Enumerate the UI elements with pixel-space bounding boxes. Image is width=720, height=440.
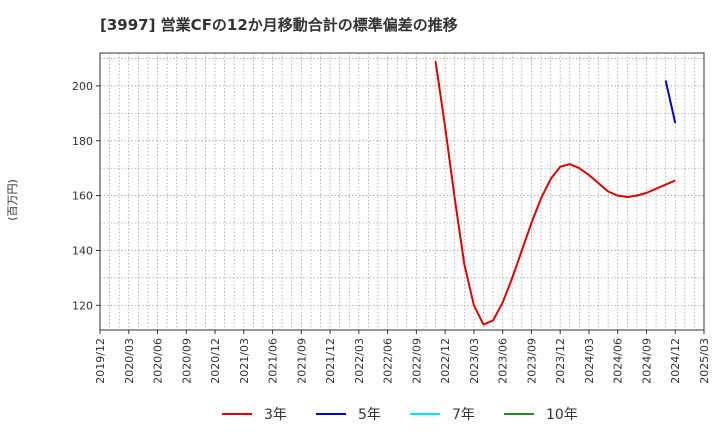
y-tick-label: 140 (72, 244, 93, 257)
y-axis-label: (百万円) (6, 179, 19, 221)
legend-label-4: 10年 (546, 407, 578, 423)
x-tick-label: 2024/12 (669, 338, 682, 384)
y-tick-label: 160 (72, 190, 93, 203)
x-tick-label: 2019/12 (94, 338, 107, 384)
x-tick-label: 2023/09 (525, 338, 538, 384)
x-tick-label: 2022/12 (439, 338, 452, 384)
series-layer (434, 61, 677, 326)
x-tick-label: 2021/03 (238, 338, 251, 384)
x-tick-label: 2020/06 (152, 338, 165, 384)
grid (100, 53, 704, 330)
plot-area (99, 52, 705, 331)
x-tick-label: 2021/12 (324, 338, 337, 384)
x-tick-label: 2022/06 (382, 338, 395, 384)
x-tick-label: 2022/09 (410, 338, 423, 384)
legend-label-1: 3年 (264, 407, 287, 423)
x-tick-label: 2022/03 (353, 338, 366, 384)
legend-label-3: 7年 (452, 407, 475, 423)
series-line-2 (664, 80, 677, 124)
x-axis: 2019/12 2020/03 2020/06 2020/09 2020/12 2021/… (94, 330, 711, 384)
x-tick-label: 2024/09 (640, 338, 653, 384)
y-axis: 120 140 160 180 200 (72, 80, 100, 312)
x-tick-label: 2023/03 (468, 338, 481, 384)
y-tick-label: 200 (72, 80, 93, 93)
x-tick-label: 2020/09 (180, 338, 193, 384)
chart-title: [3997] 営業CFの12か月移動合計の標準偏差の推移 (100, 16, 458, 34)
x-tick-label: 2020/12 (209, 338, 222, 384)
x-tick-label: 2023/06 (497, 338, 510, 384)
legend: 3年 5年 7年 10年 (222, 407, 578, 423)
legend-label-2: 5年 (358, 407, 381, 423)
x-tick-label: 2020/03 (123, 338, 136, 384)
x-tick-label: 2024/06 (612, 338, 625, 384)
y-tick-label: 120 (72, 299, 93, 312)
x-tick-label: 2021/06 (267, 338, 280, 384)
series-line-1 (434, 61, 676, 326)
x-tick-label: 2025/03 (698, 338, 711, 384)
x-tick-label: 2021/09 (295, 338, 308, 384)
y-tick-label: 180 (72, 135, 93, 148)
x-tick-label: 2024/03 (583, 338, 596, 384)
x-tick-label: 2023/12 (554, 338, 567, 384)
